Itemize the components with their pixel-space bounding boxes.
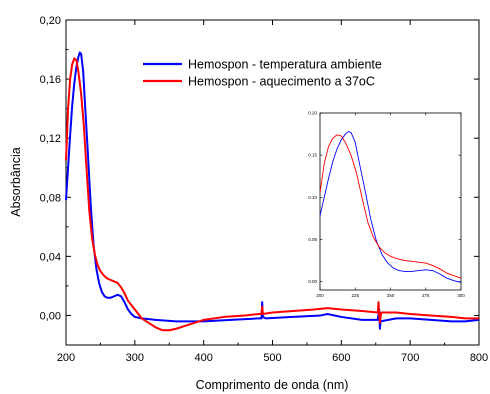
main-y-tick-label: 0,00 <box>40 310 61 322</box>
main-y-tick-label: 0,16 <box>40 74 61 86</box>
main-x-tick-label: 800 <box>470 352 488 364</box>
inset-x-tick-label: 250 <box>387 293 395 298</box>
inset-x-tick-label: 300 <box>457 293 465 298</box>
main-x-tick-label: 600 <box>332 352 350 364</box>
main-series-line-2 <box>65 57 479 332</box>
inset-series-line-1 <box>319 131 462 283</box>
y-axis-title: Absorbância <box>9 147 23 217</box>
inset-tick-labels: 200 225 250 275 300 0.00 0.05 0.10 0.15 0.20 <box>308 111 465 299</box>
inset-axis-ticks <box>319 112 462 290</box>
main-y-tick-label: 0,20 <box>40 15 61 27</box>
main-x-tick-label: 200 <box>57 352 75 364</box>
inset-y-tick-label: 0.05 <box>308 237 317 242</box>
main-x-tick-label: 400 <box>194 352 212 364</box>
inset-series-lines <box>319 131 462 283</box>
main-series-lines <box>65 51 480 332</box>
inset-y-tick-label: 0.20 <box>308 111 317 116</box>
x-axis-title: Comprimento de onda (nm) <box>196 378 349 392</box>
legend-label-blue: Hemospon - temperatura ambiente <box>188 58 382 72</box>
inset-x-tick-label: 225 <box>351 293 359 298</box>
main-y-tick-label: 0,08 <box>40 192 61 204</box>
main-y-tick-label: 0,04 <box>40 251 61 263</box>
inset-plot: 200 225 250 275 300 0.00 0.05 0.10 0.15 0.20 <box>308 111 465 299</box>
inset-x-tick-label: 275 <box>422 293 430 298</box>
main-axis-ticks <box>65 19 480 345</box>
inset-y-tick-label: 0.15 <box>308 153 317 158</box>
inset-y-tick-label: 0.00 <box>308 279 317 284</box>
inset-y-tick-label: 0.10 <box>308 195 317 200</box>
legend: Hemospon - temperatura ambiente Hemospon… <box>143 58 382 89</box>
main-plot: 200 300 400 500 600 700 800 0,00 0,04 0,08 0,12 0,1… <box>9 15 488 392</box>
main-x-tick-label: 700 <box>401 352 419 364</box>
main-x-tick-label: 500 <box>263 352 281 364</box>
main-x-tick-label: 300 <box>126 352 144 364</box>
main-y-tick-label: 0,12 <box>40 133 61 145</box>
inset-x-tick-label: 200 <box>316 293 324 298</box>
main-tick-labels: 200 300 400 500 600 700 800 0,00 0,04 0,08 0,12 0,1… <box>40 15 489 364</box>
legend-label-red: Hemospon - aquecimento a 37oC <box>188 75 375 89</box>
inset-series-line-2 <box>319 134 462 279</box>
